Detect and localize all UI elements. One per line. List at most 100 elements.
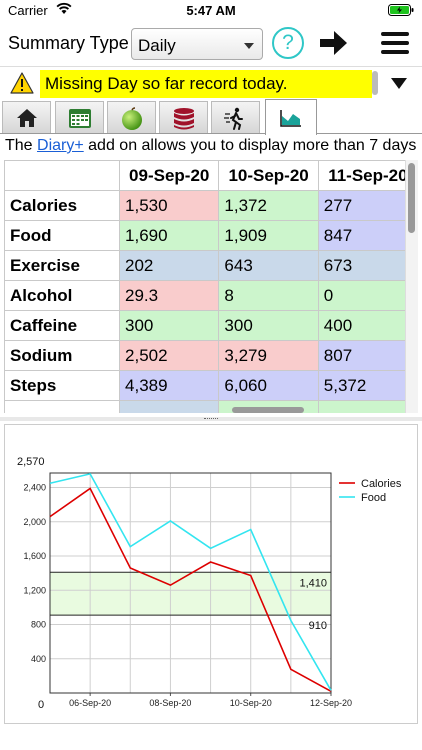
y-zero-label: 0: [38, 699, 44, 711]
info-prefix: The: [5, 137, 38, 154]
x-tick-label: 08-Sep-20: [149, 698, 191, 708]
legend-label: Calories: [361, 478, 402, 490]
summary-grid: 09-Sep-20 10-Sep-20 11-Sep-20 Calories 1,53…: [4, 160, 418, 413]
calendar-icon: [69, 109, 91, 128]
column-header[interactable]: 11-Sep-20: [317, 160, 418, 191]
next-arrow-button[interactable]: [318, 28, 350, 63]
table-cell[interactable]: 300: [119, 310, 220, 341]
summary-type-label: Summary Type: [8, 33, 129, 53]
table-row[interactable]: Sodium 2,502 3,279 807: [4, 340, 418, 371]
drag-grip-icon[interactable]: [204, 418, 218, 420]
summary-type-select[interactable]: Daily: [131, 28, 263, 60]
status-bar: Carrier 5:47 AM: [0, 0, 422, 22]
home-icon: [17, 109, 37, 127]
x-tick-label: 12-Sep-20: [310, 698, 352, 708]
table-cell[interactable]: 643: [218, 250, 319, 281]
row-label: Caffeine: [4, 310, 121, 341]
tab-food[interactable]: [107, 101, 156, 133]
upgrade-info-line: The Diary+ add on allows you to display …: [5, 137, 422, 155]
row-label: Steps: [4, 370, 121, 401]
table-row[interactable]: Exercise 202 643 673: [4, 250, 418, 281]
table-header-row: 09-Sep-20 10-Sep-20 11-Sep-20: [4, 160, 418, 191]
tab-database[interactable]: [159, 101, 208, 133]
table-cell[interactable]: 0: [317, 280, 418, 311]
table-cell[interactable]: 8: [218, 280, 319, 311]
table-cell[interactable]: 847: [317, 220, 418, 251]
summary-type-value: Daily: [138, 36, 176, 55]
table-cell[interactable]: 673: [317, 250, 418, 281]
table-cell[interactable]: 3,279: [218, 340, 319, 371]
table-vertical-scrollbar[interactable]: [408, 163, 415, 233]
table-cell[interactable]: 5,372: [317, 370, 418, 401]
table-cell[interactable]: 2,502: [119, 340, 220, 371]
summary-table[interactable]: 09-Sep-20 10-Sep-20 11-Sep-20 Calories 1,53…: [4, 160, 418, 413]
database-icon: [174, 108, 194, 130]
y-top-label: 2,570: [17, 456, 45, 468]
row-label: Food: [4, 220, 121, 251]
corner-cell: [4, 160, 121, 191]
y-tick-label: 1,600: [23, 551, 46, 561]
table-row[interactable]: Caffeine 300 300 400: [4, 310, 418, 341]
y-tick-label: 400: [31, 654, 46, 664]
table-row[interactable]: Calories 1,530 1,372 277: [4, 190, 418, 221]
y-tick-label: 2,400: [23, 483, 46, 493]
series-line-food: [49, 472, 332, 691]
menu-button[interactable]: [380, 30, 410, 61]
column-header[interactable]: 10-Sep-20: [218, 160, 319, 191]
clock: 5:47 AM: [186, 3, 236, 18]
target-band: [50, 572, 331, 616]
table-cell[interactable]: [119, 400, 220, 413]
plot-frame: [49, 472, 332, 694]
table-row[interactable]: Food 1,690 1,909 847: [4, 220, 418, 251]
alert-scrollbar[interactable]: [372, 71, 378, 95]
alert-bar: Missing Day so far record today.: [0, 66, 422, 100]
y-tick-label: 2,000: [23, 517, 46, 527]
table-cell[interactable]: 1,690: [119, 220, 220, 251]
table-cell[interactable]: 807: [317, 340, 418, 371]
table-row[interactable]: Steps 4,389 6,060 5,372: [4, 370, 418, 401]
series-line-calories: [49, 487, 332, 692]
y-tick-label: 1,200: [23, 585, 46, 595]
band-high-label: 1,410: [299, 577, 327, 589]
table-cell[interactable]: 4,389: [119, 370, 220, 401]
table-cell[interactable]: 400: [317, 310, 418, 341]
table-cell[interactable]: 300: [218, 310, 319, 341]
table-row[interactable]: Alcohol 29.3 8 0: [4, 280, 418, 311]
help-button[interactable]: ?: [272, 27, 304, 59]
toolbar: Summary Type Daily ?: [0, 24, 422, 64]
table-cell[interactable]: 1,530: [119, 190, 220, 221]
table-cell[interactable]: 6,060: [218, 370, 319, 401]
column-header[interactable]: 09-Sep-20: [119, 160, 220, 191]
info-suffix: add on allows you to display more than 7…: [83, 137, 417, 154]
alert-message: Missing Day so far record today.: [40, 70, 372, 98]
summary-chart: 400 800 1,200 1,600 2,000 2,400 2,570 0 06-Sep-2…: [4, 424, 418, 724]
table-row[interactable]: [4, 400, 418, 413]
tab-home[interactable]: [2, 101, 51, 133]
warning-icon: [10, 71, 34, 100]
walking-person-icon: [224, 107, 243, 130]
table-cell[interactable]: 1,372: [218, 190, 319, 221]
band-low-label: 910: [309, 620, 327, 632]
table-cell[interactable]: [317, 400, 418, 413]
tab-charts[interactable]: [265, 99, 317, 135]
row-label: Alcohol: [4, 280, 121, 311]
alert-dropdown-triangle-icon[interactable]: [391, 78, 407, 89]
diary-plus-link[interactable]: Diary+: [37, 137, 84, 154]
x-tick-label: 10-Sep-20: [230, 698, 272, 708]
battery-icon: [388, 4, 414, 19]
table-cell[interactable]: 1,909: [218, 220, 319, 251]
row-label: Calories: [4, 190, 121, 221]
table-horizontal-scrollbar[interactable]: [232, 407, 304, 413]
question-mark-icon: ?: [282, 31, 294, 54]
x-tick-label: 06-Sep-20: [69, 698, 111, 708]
split-divider[interactable]: [0, 417, 422, 421]
tab-exercise[interactable]: [211, 101, 260, 133]
carrier-label: Carrier: [8, 3, 48, 18]
table-cell[interactable]: 202: [119, 250, 220, 281]
wifi-icon: [56, 2, 72, 18]
y-tick-label: 800: [31, 620, 46, 630]
table-cell[interactable]: 29.3: [119, 280, 220, 311]
table-cell[interactable]: 277: [317, 190, 418, 221]
tab-calendar[interactable]: [55, 101, 104, 133]
